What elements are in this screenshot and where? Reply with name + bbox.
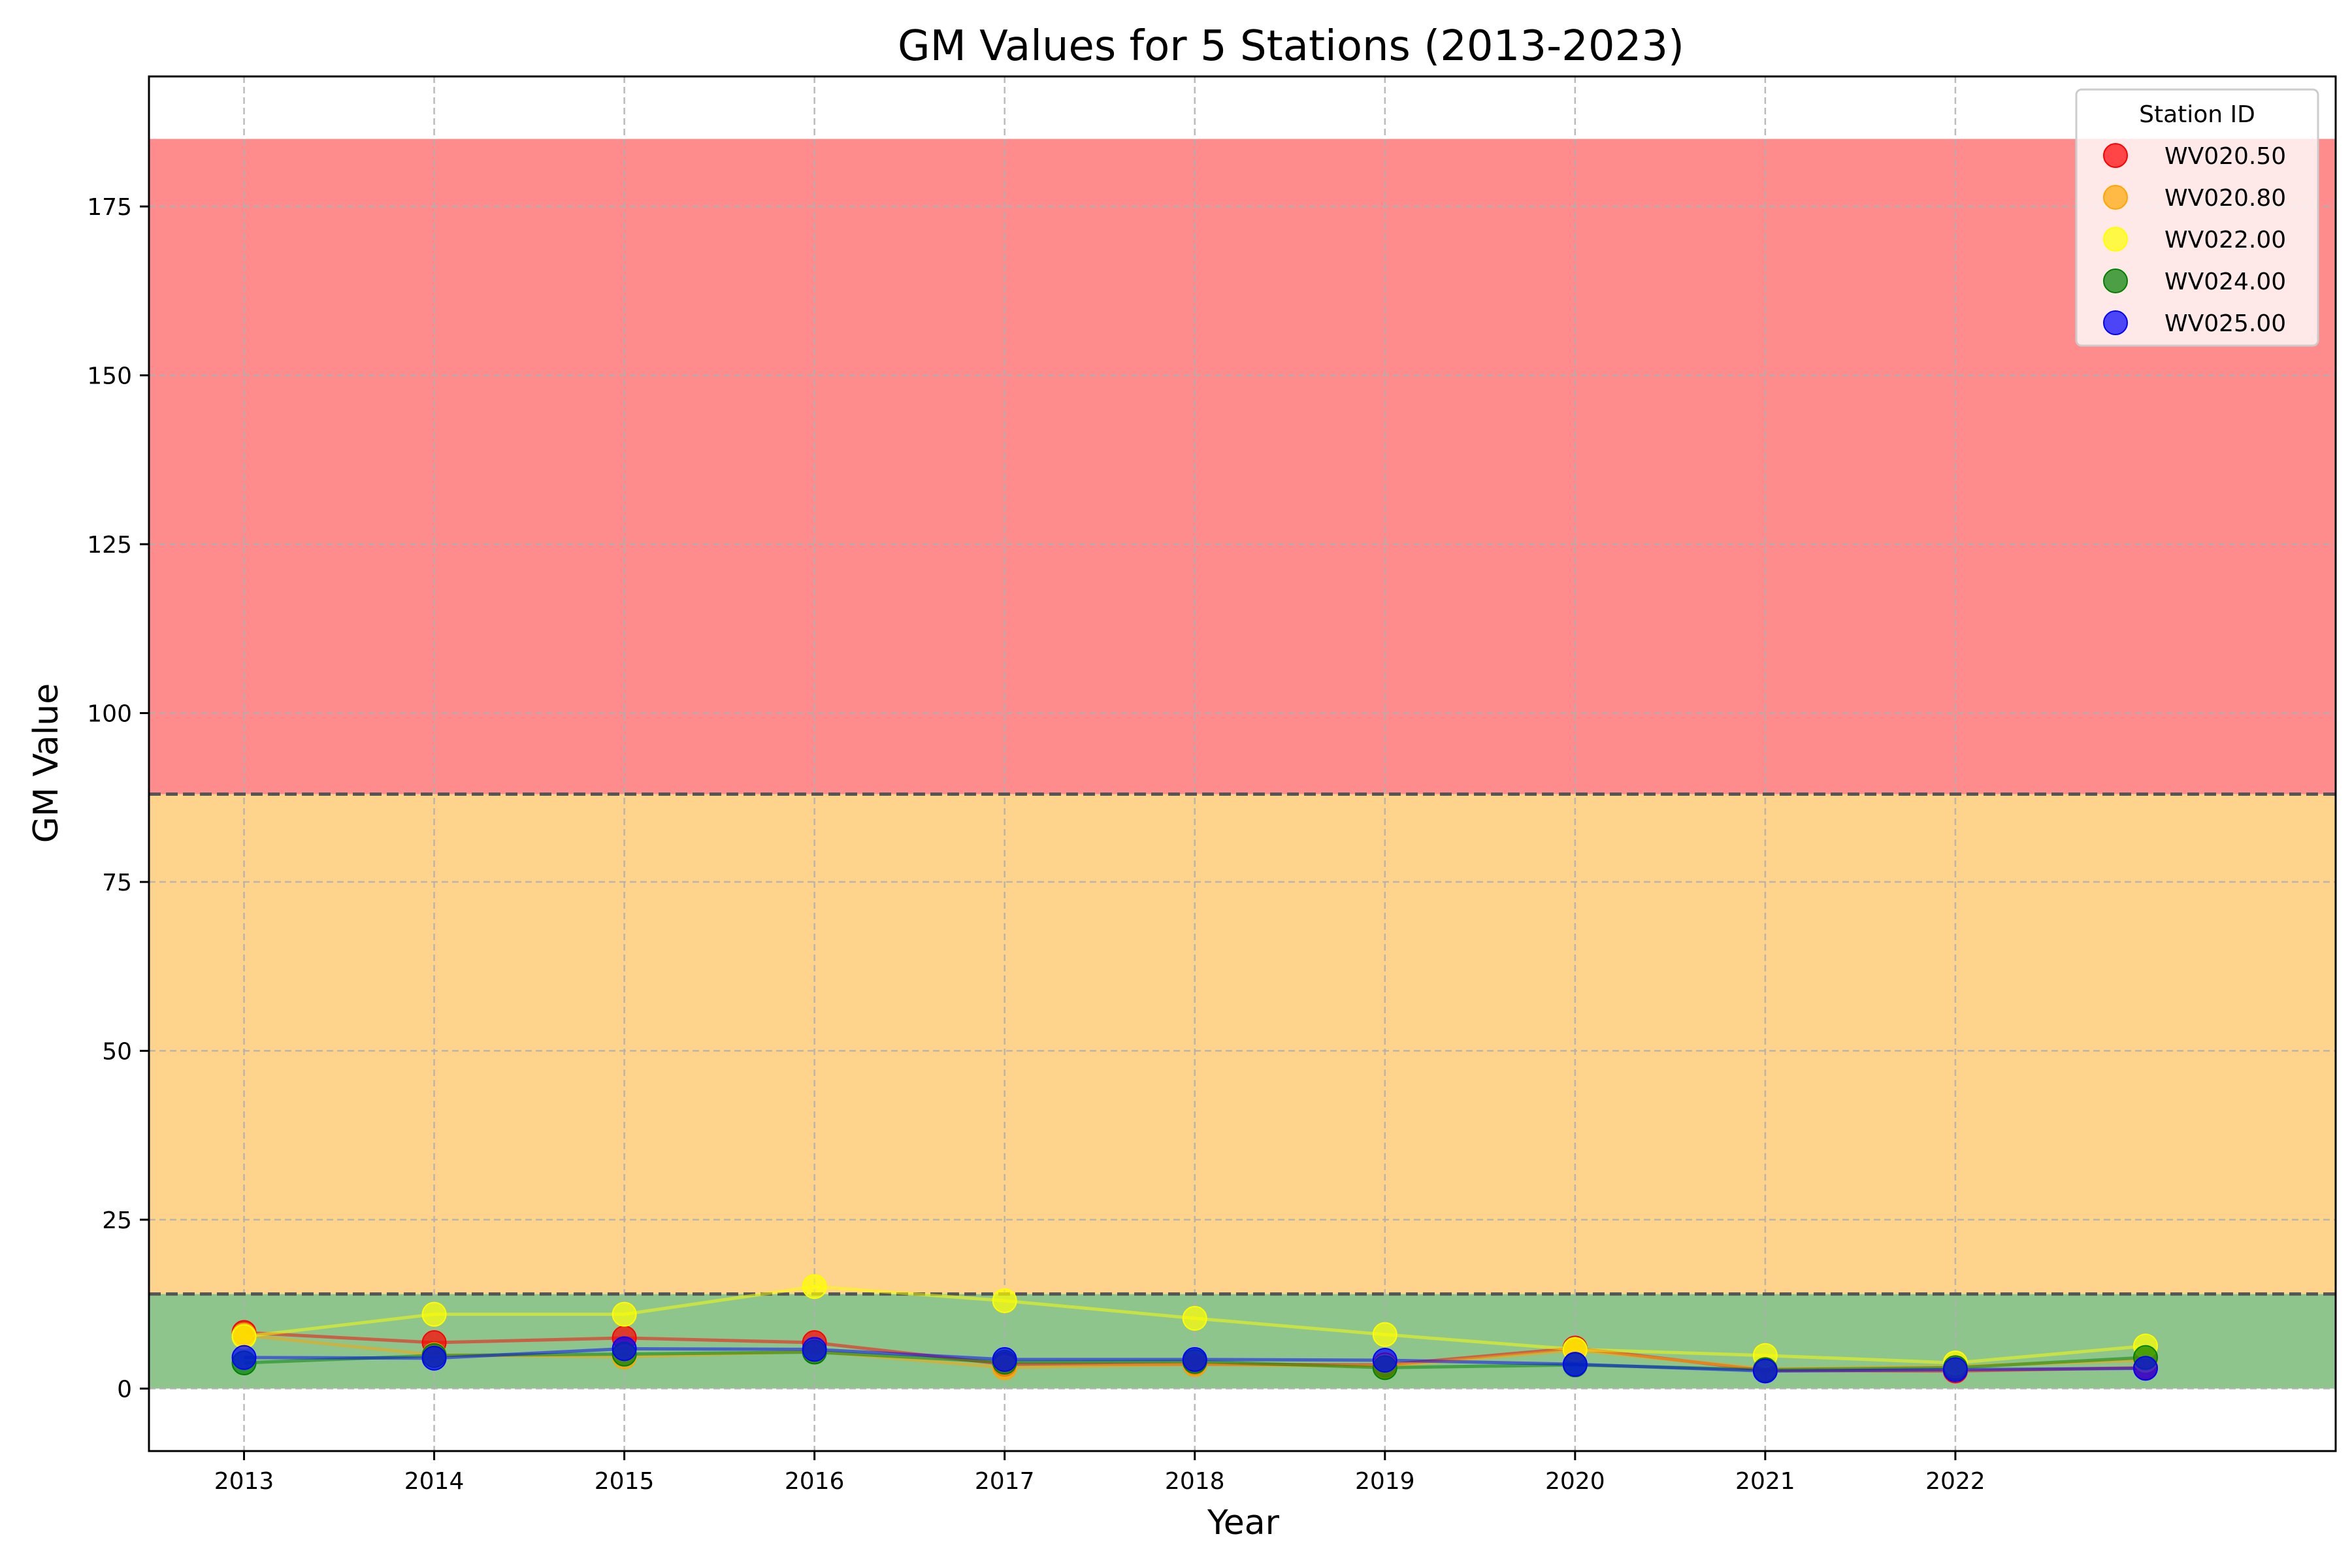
y-tick-label: 175 [87,194,132,221]
data-point [992,1347,1017,1372]
x-tick-label: 2021 [1735,1468,1795,1495]
legend-marker [2103,227,2128,252]
y-tick-label: 150 [87,363,132,390]
legend-marker [2103,143,2128,168]
x-tick-label: 2016 [785,1468,845,1495]
data-point [231,1324,257,1349]
data-point [1942,1357,1968,1382]
legend-label: WV025.00 [2164,310,2286,337]
data-point [1182,1347,1207,1372]
y-tick-label: 25 [102,1207,132,1234]
y-axis-title: GM Value [27,683,66,843]
axes-frame [148,75,2337,1452]
x-axis-title: Year [1207,1503,1280,1543]
x-tick-label: 2017 [975,1468,1035,1495]
y-tick-label: 100 [87,700,132,727]
data-point [1182,1305,1207,1331]
x-tick-label: 2022 [1925,1468,1985,1495]
data-point [612,1301,637,1327]
legend-label: WV020.50 [2164,143,2286,170]
data-point [1562,1352,1588,1377]
x-tick-label: 2014 [404,1468,465,1495]
legend-box [2075,88,2319,347]
data-point [2132,1356,2158,1381]
data-point [421,1345,447,1371]
legend-marker [2103,185,2128,210]
legend-title: Station ID [2139,101,2255,128]
legend-marker [2103,269,2128,293]
band-2 [149,139,2336,794]
legend: Station ID WV020.50 WV020.80 WV022.00 WV024.… [2075,88,2319,347]
legend-label: WV022.00 [2164,227,2286,253]
y-tick-label: 125 [87,532,132,559]
data-point [992,1288,1017,1313]
data-point [1372,1322,1397,1347]
x-tick-label: 2018 [1165,1468,1225,1495]
plot-area: 2013 2014 2015 2016 2017 2018 2019 2020 2021 2022… [87,75,2337,1495]
data-point [802,1274,827,1299]
grid [149,76,2336,1451]
legend-label: WV020.80 [2164,185,2286,212]
data-point [1372,1347,1397,1373]
x-tick-label: 2020 [1545,1468,1605,1495]
legend-label: WV024.00 [2164,269,2286,295]
legend-marker [2103,310,2128,335]
data-point [1752,1358,1778,1384]
y-tick-label: 50 [102,1038,132,1065]
chart-title: GM Values for 5 Stations (2013-2023) [898,22,1684,71]
data-point [802,1337,827,1362]
x-tick-label: 2019 [1355,1468,1415,1495]
data-point [231,1345,257,1370]
data-point [612,1336,637,1362]
y-tick-label: 0 [117,1376,132,1403]
y-tick-label: 75 [102,870,132,896]
data-point [421,1301,447,1327]
x-tick-label: 2013 [214,1468,274,1495]
x-tick-label: 2015 [595,1468,655,1495]
band-1 [149,794,2336,1294]
